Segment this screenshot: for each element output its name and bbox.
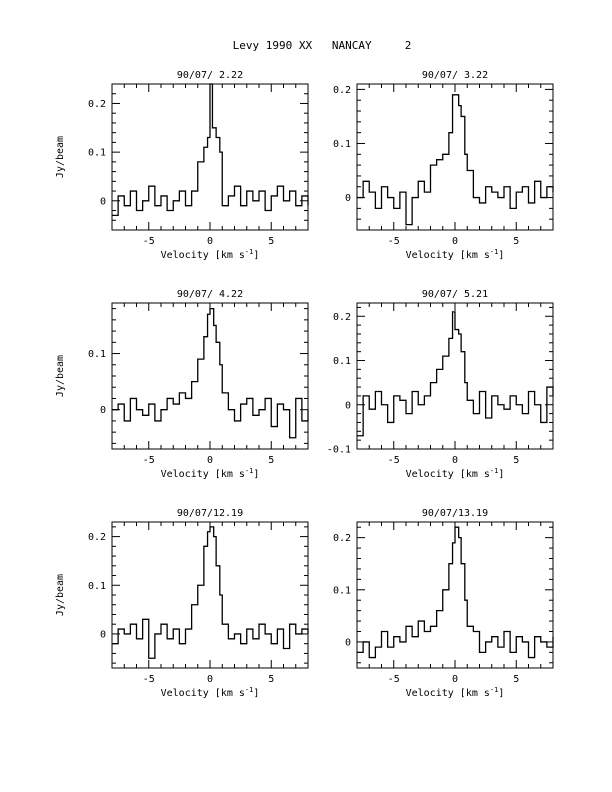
y-tick-label: 0.1 xyxy=(333,356,351,367)
x-tick-label: -5 xyxy=(388,455,400,466)
x-axis-label-text: ] xyxy=(253,250,259,261)
spectrum-panel-2: -5 0 5 0 0.1 0.2 90/07/ 3.22 Velocity [km s-1] xyxy=(333,70,554,261)
x-tick-label: 0 xyxy=(452,674,458,685)
x-axis-label-text: ] xyxy=(498,688,504,699)
y-tick-label: 0.1 xyxy=(88,349,106,360)
x-tick-label: -5 xyxy=(143,674,155,685)
panel-title: 90/07/ 4.22 xyxy=(177,289,243,300)
panel-title: 90/07/ 2.22 xyxy=(177,70,243,81)
y-tick-label: 0 xyxy=(100,196,106,207)
x-axis-label: Velocity [km s-1] xyxy=(406,248,505,261)
x-axis-label-superscript: -1 xyxy=(490,248,498,256)
x-axis-label: Velocity [km s-1] xyxy=(406,467,505,480)
x-axis-label-text: ] xyxy=(253,688,259,699)
x-tick-label: -5 xyxy=(388,674,400,685)
plot-frame xyxy=(111,302,309,450)
y-tick-label: 0.1 xyxy=(88,581,106,592)
spectrum-line xyxy=(112,83,309,217)
y-tick-label: 0.2 xyxy=(333,312,351,323)
spectrum-line xyxy=(112,526,309,659)
x-tick-label: 5 xyxy=(268,455,274,466)
y-axis-label: Jy/beam xyxy=(55,355,66,397)
x-tick-label: 0 xyxy=(207,236,213,247)
y-tick-label: 0 xyxy=(345,637,351,648)
x-axis-label-text: Velocity [km s xyxy=(161,469,245,480)
y-axis-label: Jy/beam xyxy=(55,136,66,178)
x-tick-label: 5 xyxy=(513,236,519,247)
panel-title: 90/07/12.19 xyxy=(177,508,243,519)
x-tick-label: 0 xyxy=(452,236,458,247)
y-tick-label: 0.1 xyxy=(88,148,106,159)
spectrum-panel-5: -5 0 5 0 0.1 0.2 90/07/12.19 Velocity [km s-1] J… xyxy=(55,508,309,699)
plot-frame xyxy=(356,521,554,669)
x-tick-label: 0 xyxy=(452,455,458,466)
y-tick-label: 0 xyxy=(100,405,106,416)
x-tick-label: 5 xyxy=(513,455,519,466)
spectrum-panel-3: -5 0 5 0 0.1 90/07/ 4.22 Velocity [km s-1] Jy/b… xyxy=(55,289,309,480)
x-tick-label: -5 xyxy=(143,455,155,466)
y-tick-label: 0.2 xyxy=(88,532,106,543)
x-tick-label: 0 xyxy=(207,674,213,685)
y-tick-label: 0 xyxy=(345,400,351,411)
y-tick-label: 0.2 xyxy=(88,99,106,110)
x-axis-label-superscript: -1 xyxy=(490,467,498,475)
x-axis-label-superscript: -1 xyxy=(245,467,253,475)
panel-title: 90/07/ 5.21 xyxy=(422,289,488,300)
x-axis-label-text: ] xyxy=(498,469,504,480)
y-tick-label: 0.1 xyxy=(333,139,351,150)
spectrum-panel-6: -5 0 5 0 0.1 0.2 90/07/13.19 Velocity [km s-1] xyxy=(333,508,554,699)
x-axis-label: Velocity [km s-1] xyxy=(161,686,260,699)
x-tick-label: 5 xyxy=(268,674,274,685)
panel-title: 90/07/13.19 xyxy=(422,508,488,519)
x-axis-label: Velocity [km s-1] xyxy=(161,467,260,480)
y-tick-label: 0.1 xyxy=(333,585,351,596)
y-tick-label: 0 xyxy=(100,629,106,640)
x-axis-label-text: Velocity [km s xyxy=(161,250,245,261)
x-axis-label-text: Velocity [km s xyxy=(406,469,490,480)
x-axis-label-text: ] xyxy=(498,250,504,261)
y-tick-label: 0.2 xyxy=(333,533,351,544)
x-axis-label-text: Velocity [km s xyxy=(161,688,245,699)
plot-frame xyxy=(111,521,309,669)
x-axis-label-text: Velocity [km s xyxy=(406,688,490,699)
panel-title: 90/07/ 3.22 xyxy=(422,70,488,81)
x-axis-label: Velocity [km s-1] xyxy=(161,248,260,261)
page-title: Levy 1990 XX NANCAY 2 xyxy=(233,39,412,52)
y-tick-label: 0 xyxy=(345,193,351,204)
x-tick-label: 0 xyxy=(207,455,213,466)
x-tick-label: 5 xyxy=(513,674,519,685)
spectrum-panel-1: -5 0 5 0 0.1 0.2 90/07/ 2.22 Velocity [km s-1] J… xyxy=(55,70,309,261)
x-tick-label: -5 xyxy=(143,236,155,247)
spectrum-line xyxy=(357,311,554,437)
x-axis-label-superscript: -1 xyxy=(490,686,498,694)
spectrum-line xyxy=(112,307,309,439)
x-axis-label-text: ] xyxy=(253,469,259,480)
spectrum-panel-4: -5 0 5 -0.1 0 0.1 0.2 90/07/ 5.21 Velocity [km s… xyxy=(327,289,554,480)
y-tick-label: 0.2 xyxy=(333,85,351,96)
x-axis-label-superscript: -1 xyxy=(245,248,253,256)
plot-frame xyxy=(356,83,554,231)
spectrum-line xyxy=(357,94,554,226)
x-axis-label-text: Velocity [km s xyxy=(406,250,490,261)
x-axis-label: Velocity [km s-1] xyxy=(406,686,505,699)
x-axis-label-superscript: -1 xyxy=(245,686,253,694)
y-tick-label: -0.1 xyxy=(327,445,351,456)
x-tick-label: 5 xyxy=(268,236,274,247)
y-axis-label: Jy/beam xyxy=(55,574,66,616)
x-tick-label: -5 xyxy=(388,236,400,247)
spectrum-line xyxy=(357,526,554,659)
